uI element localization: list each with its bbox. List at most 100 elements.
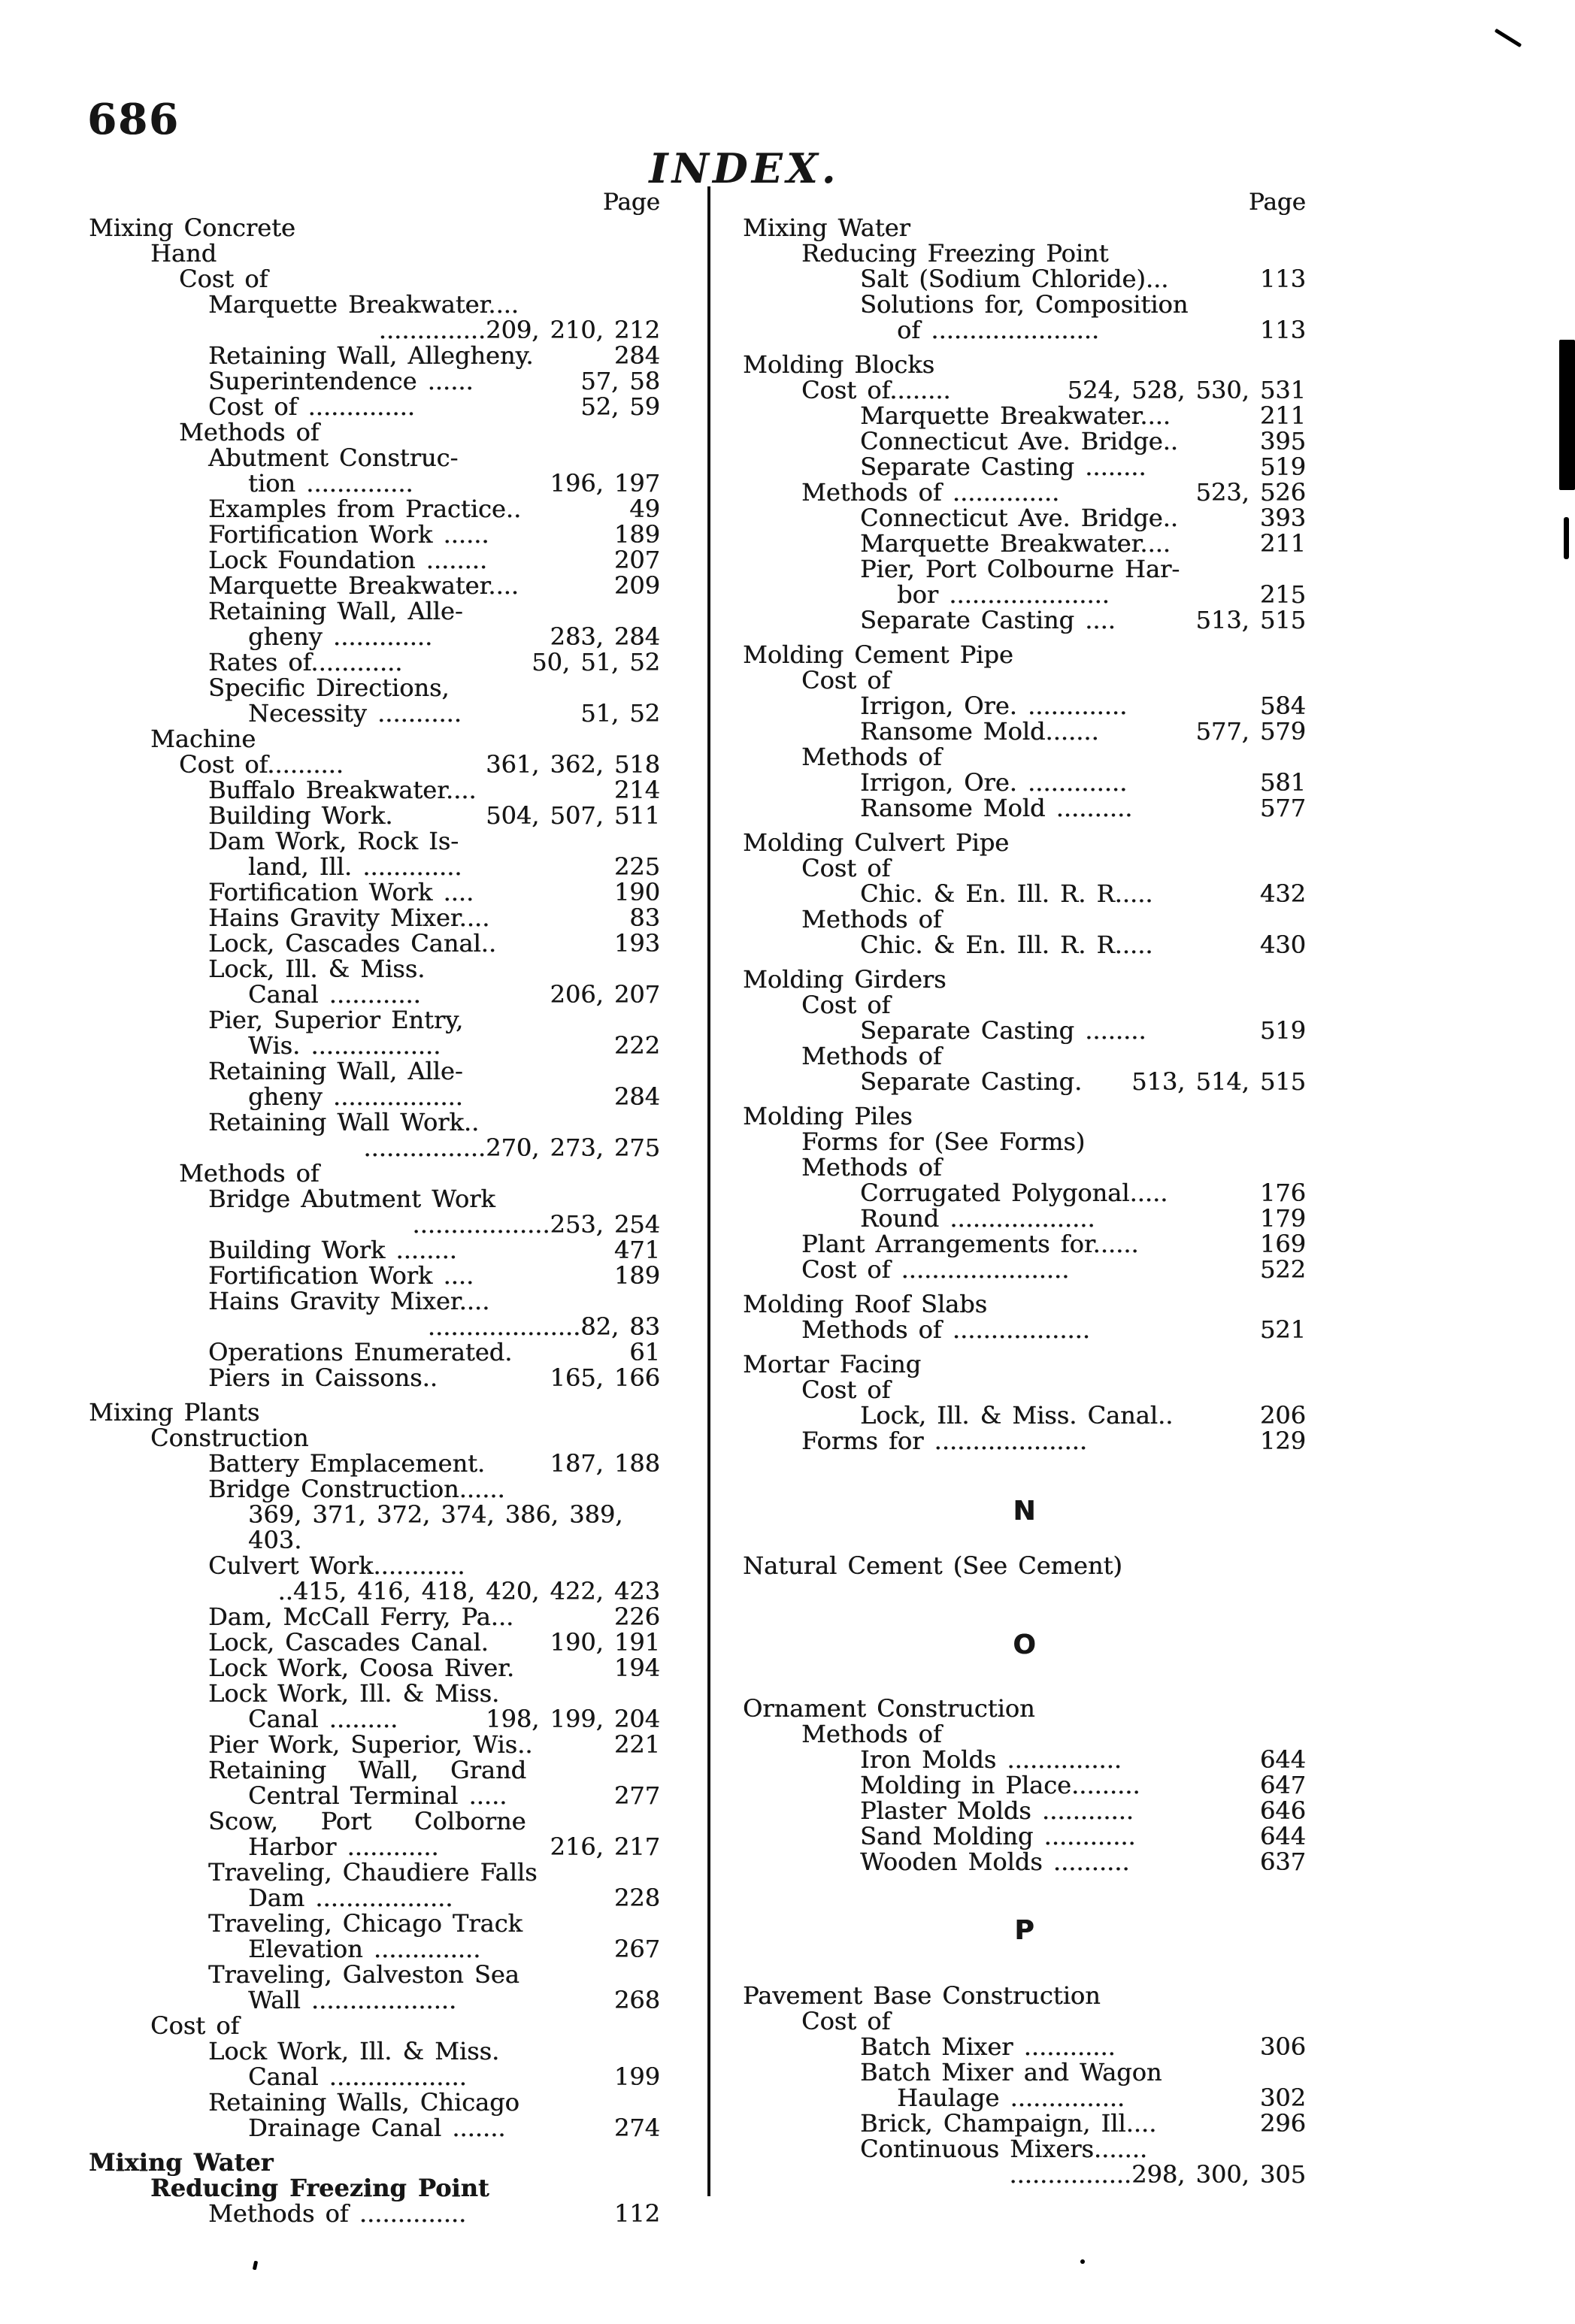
- entry-text: Separate Casting ....: [860, 606, 1116, 634]
- index-entry-line: Lock Work, Ill. & Miss.: [89, 1681, 660, 1706]
- entry-text: Marquette Breakwater....: [860, 401, 1171, 430]
- entry-page-numbers: 268: [613, 1986, 660, 2014]
- index-entry-line: Harbor ............ 216, 217: [89, 1834, 660, 1860]
- entry-text: Corrugated Polygonal.....: [860, 1179, 1168, 1207]
- entry-text: Fortification Work ....: [208, 878, 474, 906]
- entry-text: Molding Blocks: [743, 350, 934, 379]
- index-entry-line: Cost of: [743, 2008, 1306, 2034]
- index-entry-line: Retaining Wall Work..: [89, 1109, 660, 1135]
- entry-page-numbers: 176: [1259, 1179, 1306, 1207]
- entry-text: gheny .................: [248, 1082, 463, 1111]
- index-entry-line: Separate Casting ........ 519: [743, 454, 1306, 480]
- index-entry-line: Dam Work, Rock Is-: [89, 828, 660, 854]
- scan-artifact-bar: [1559, 340, 1575, 490]
- entry-text: Marquette Breakwater....: [208, 290, 519, 319]
- entry-text: Connecticut Ave. Bridge..: [860, 427, 1178, 455]
- entry-page-numbers: 647: [1259, 1771, 1306, 1799]
- index-entry-line: Cost of: [89, 266, 660, 292]
- index-entry-line: Marquette Breakwater....: [89, 292, 660, 317]
- index-entry-line: gheny ............. 283, 284: [89, 624, 660, 649]
- index-entry-line: ................298, 300, 305: [743, 2162, 1306, 2187]
- entry-text: Molding Girders: [743, 965, 947, 994]
- entry-text: Lock Work, Coosa River.: [208, 1654, 514, 1682]
- page-column-label: Page: [1248, 189, 1306, 216]
- index-entry-line: Retaining Wall, Grand: [89, 1757, 660, 1783]
- page-number: 686: [87, 95, 180, 144]
- index-entry-line: Lock, Cascades Canal. 190, 191: [89, 1630, 660, 1655]
- entry-text: Batch Mixer and Wagon: [860, 2058, 1162, 2086]
- index-entry-line: Molding Blocks: [743, 352, 1306, 377]
- index-entry-line: Elevation .............. 267: [89, 1936, 660, 1962]
- entry-text: Ransome Mold.......: [860, 717, 1099, 746]
- index-entry-line: Lock, Cascades Canal.. 193: [89, 931, 660, 956]
- index-entry-line: Canal ......... 198, 199, 204: [89, 1706, 660, 1732]
- index-entry-line: Continuous Mixers.......: [743, 2136, 1306, 2162]
- section-heading: P: [1014, 1915, 1034, 1946]
- index-entry-line: Methods of: [743, 906, 1306, 932]
- index-entry-line: Wall ................... 268: [89, 1987, 660, 2013]
- index-entry-line: Canal .................. 199: [89, 2064, 660, 2089]
- entry-page-numbers: 112: [613, 2199, 660, 2228]
- index-entry-line: Molding Cement Pipe: [743, 642, 1306, 667]
- entry-text: Cost of ..............: [208, 392, 415, 421]
- entry-page-numbers: 523, 526: [1195, 478, 1307, 507]
- entry-text: Plant Arrangements for......: [801, 1230, 1139, 1258]
- entry-text: Plaster Molds ............: [860, 1796, 1134, 1825]
- entry-text: Cost of: [801, 2007, 891, 2035]
- index-entry-line: ..............209, 210, 212: [89, 317, 660, 343]
- entry-text: Natural Cement (See Cement): [743, 1551, 1122, 1580]
- page-title: INDEX.: [649, 144, 840, 192]
- index-entry-line: Irrigon, Ore. ............. 581: [743, 770, 1306, 795]
- index-entry-line: ....................82, 83: [89, 1314, 660, 1339]
- index-entry-line: Bridge Construction......: [89, 1476, 660, 1502]
- entry-page-numbers: 296: [1259, 2109, 1306, 2138]
- entry-text: Wooden Molds ..........: [860, 1847, 1130, 1876]
- entry-page-numbers: 302: [1259, 2083, 1306, 2112]
- index-entry-line: land, Ill. ............. 225: [89, 854, 660, 879]
- entry-text: Harbor ............: [248, 1832, 439, 1861]
- index-entry-line: ..................253, 254: [89, 1212, 660, 1237]
- index-entry-line: Methods of: [89, 1160, 660, 1186]
- index-entry-line: Ransome Mold .......... 577: [743, 795, 1306, 821]
- entry-text: Methods of ..................: [801, 1315, 1090, 1344]
- entry-page-numbers: 199: [613, 2062, 660, 2091]
- index-entry-line: Sand Molding ............ 644: [743, 1823, 1306, 1849]
- entry-text: Solutions for, Composition: [860, 290, 1189, 319]
- entry-text: Elevation ..............: [248, 1935, 481, 1963]
- index-entry-line: Haulage ............... 302: [743, 2085, 1306, 2111]
- right-column: Page Mixing Water Reducing Freezing Point…: [743, 189, 1306, 2187]
- entry-text: Mixing Water: [743, 213, 910, 242]
- entry-page-numbers: 169: [1259, 1230, 1306, 1258]
- index-entry-line: Pier Work, Superior, Wis.. 221: [89, 1732, 660, 1757]
- index-entry-line: Mortar Facing: [743, 1351, 1306, 1377]
- entry-page-numbers: 277: [613, 1781, 660, 1810]
- entry-page-numbers: 522: [1259, 1255, 1306, 1284]
- entry-page-numbers: 179: [1259, 1204, 1306, 1233]
- entry-page-numbers: 50, 51, 52: [532, 648, 660, 676]
- index-entry-line: Molding in Place......... 647: [743, 1772, 1306, 1798]
- index-entry-line: Corrugated Polygonal..... 176: [743, 1180, 1306, 1206]
- entry-page-numbers: ....................82, 83: [427, 1312, 660, 1341]
- index-entry-line: Wis. ................. 222: [89, 1033, 660, 1058]
- entry-page-numbers: ..................253, 254: [412, 1210, 660, 1239]
- index-entry-line: Molding Girders: [743, 967, 1306, 992]
- entry-page-numbers: 113: [1259, 316, 1306, 344]
- entry-text: Methods of: [801, 1720, 942, 1748]
- index-entry-line: Pier, Superior Entry,: [89, 1007, 660, 1033]
- entry-text: Cost of ......................: [801, 1255, 1070, 1284]
- entry-page-numbers: 274: [613, 2114, 660, 2142]
- entry-text: Continuous Mixers.......: [860, 2135, 1148, 2163]
- index-entry-line: Pavement Base Construction: [743, 1983, 1306, 2008]
- entry-page-numbers: 57, 58: [580, 367, 660, 395]
- entry-text: Piers in Caissons..: [208, 1363, 438, 1392]
- entry-text: Separate Casting ........: [860, 452, 1146, 481]
- index-entry-line: Ornament Construction: [743, 1696, 1306, 1721]
- entry-page-numbers: 637: [1259, 1847, 1306, 1876]
- index-entry-line: Marquette Breakwater.... 211: [743, 403, 1306, 428]
- column-divider-rule: [707, 186, 710, 2196]
- entry-page-numbers: 198, 199, 204: [486, 1705, 660, 1733]
- entry-text: Scow, Port Colborne: [208, 1807, 526, 1835]
- index-entry-line: Methods of .............. 112: [89, 2201, 660, 2226]
- entry-text: Haulage ...............: [897, 2083, 1125, 2112]
- index-entry-line: Marquette Breakwater.... 211: [743, 531, 1306, 556]
